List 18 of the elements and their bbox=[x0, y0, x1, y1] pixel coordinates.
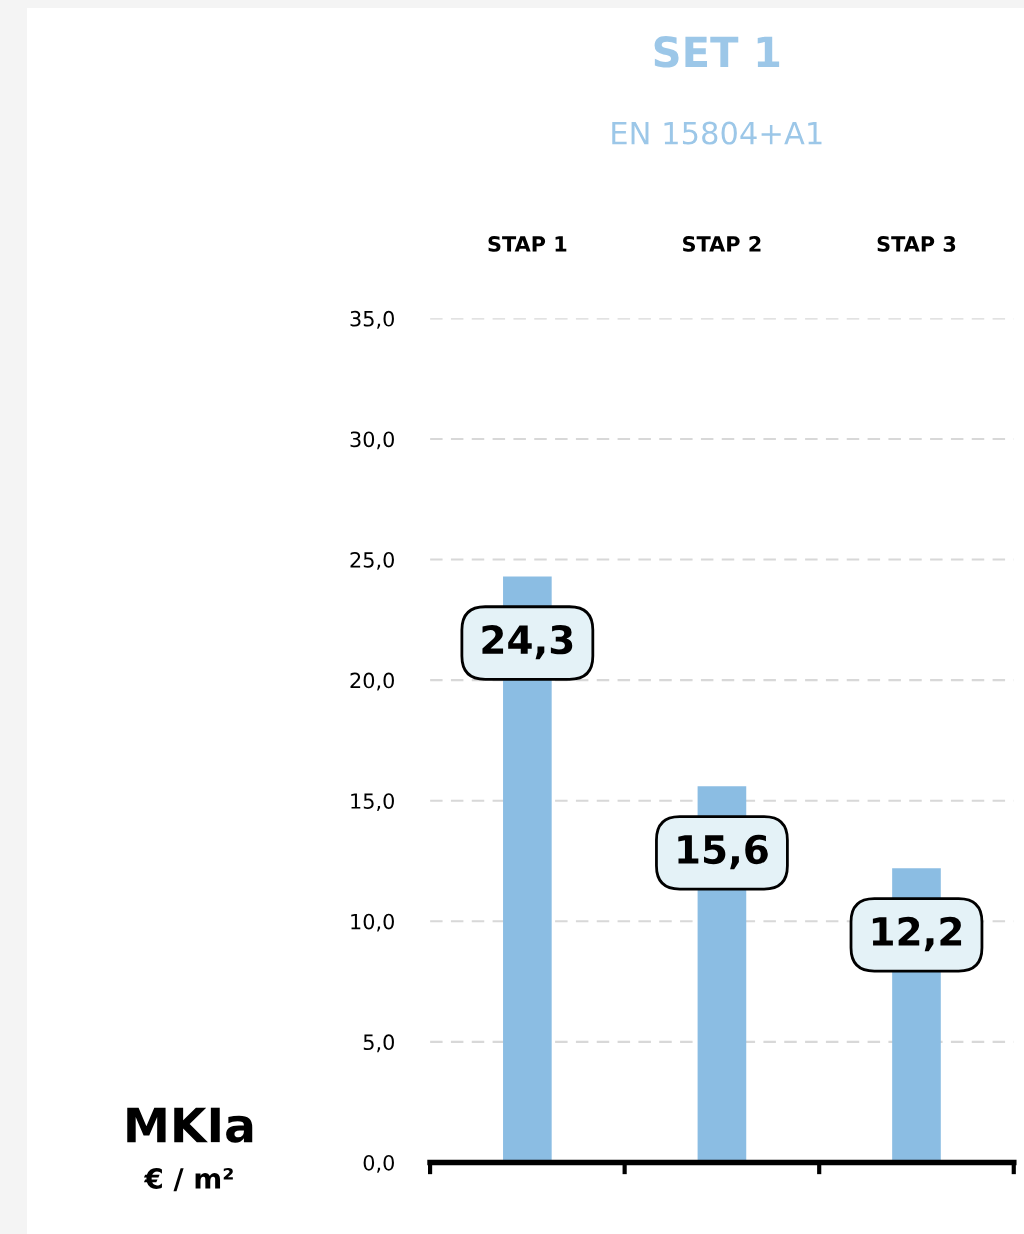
y-tick-label: 10,0 bbox=[351, 913, 394, 932]
data-label: 15,6 bbox=[678, 834, 768, 870]
data-label: 24,3 bbox=[482, 624, 573, 660]
y-axis-title: MKIa bbox=[127, 1107, 253, 1143]
y-tick-label: 0,0 bbox=[363, 1154, 394, 1173]
chart-title: SET 1 bbox=[654, 36, 780, 68]
y-tick-label: 30,0 bbox=[350, 431, 394, 450]
y-tick-label: 5,0 bbox=[363, 1034, 394, 1053]
x-tick-label: STAP 1 bbox=[488, 236, 567, 252]
chart-subtitle: EN 15804+A1 bbox=[612, 121, 822, 145]
x-tick-label: STAP 2 bbox=[683, 236, 761, 252]
x-tick-label: STAP 3 bbox=[877, 236, 956, 252]
y-tick-label: 15,0 bbox=[351, 793, 394, 812]
y-tick-label: 35,0 bbox=[350, 310, 394, 329]
data-label: 12,2 bbox=[872, 916, 962, 952]
y-tick-label: 20,0 bbox=[350, 672, 394, 691]
y-tick-label: 25,0 bbox=[350, 551, 394, 570]
text: € / m² bbox=[143, 1167, 233, 1192]
